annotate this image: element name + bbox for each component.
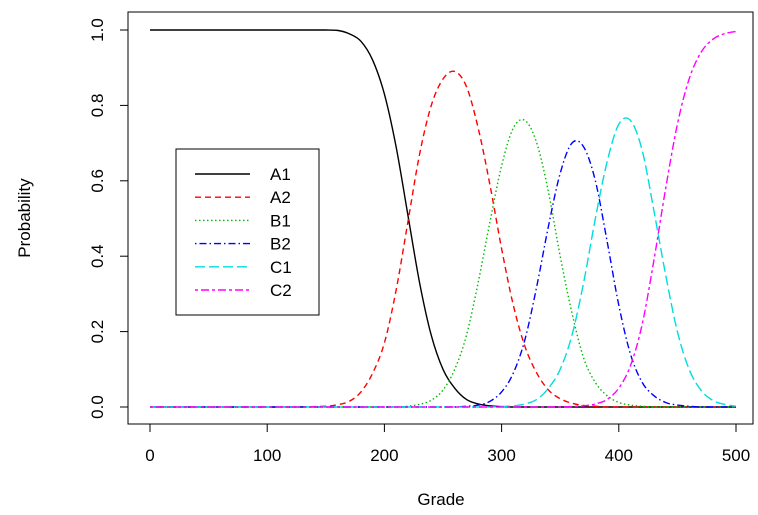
x-axis: 0 100 200 300 400 500 bbox=[145, 423, 750, 465]
x-tick-label: 300 bbox=[487, 446, 515, 465]
x-tick-label: 400 bbox=[605, 446, 633, 465]
x-tick-label: 200 bbox=[370, 446, 398, 465]
series-line-c2 bbox=[149, 30, 737, 408]
legend-label-c2: C2 bbox=[270, 281, 292, 300]
series-line-a2 bbox=[149, 70, 736, 408]
legend-label-c1: C1 bbox=[270, 258, 292, 277]
y-tick-label: 0.2 bbox=[88, 320, 107, 344]
series-layer bbox=[149, 29, 737, 408]
x-tick-label: 0 bbox=[145, 446, 154, 465]
legend: A1 A2 B1 B2 C1 C2 bbox=[175, 148, 320, 316]
y-tick-label: 0.4 bbox=[88, 244, 107, 268]
x-axis-label: Grade bbox=[417, 490, 464, 509]
y-tick-label: 0.0 bbox=[88, 395, 107, 419]
legend-label-a2: A2 bbox=[270, 188, 291, 207]
x-tick-label: 500 bbox=[722, 446, 750, 465]
series-line-b2 bbox=[149, 140, 736, 408]
y-axis-label: Probability bbox=[15, 178, 34, 258]
y-axis: 0.0 0.2 0.4 0.6 0.8 1.0 bbox=[88, 18, 129, 419]
x-tick-label: 100 bbox=[253, 446, 281, 465]
legend-label-a1: A1 bbox=[270, 165, 291, 184]
y-tick-label: 0.6 bbox=[88, 169, 107, 193]
legend-label-b1: B1 bbox=[270, 211, 291, 230]
y-tick-label: 1.0 bbox=[88, 18, 107, 42]
legend-label-b2: B2 bbox=[270, 235, 291, 254]
legend-box bbox=[175, 148, 320, 316]
y-tick-label: 0.8 bbox=[88, 94, 107, 118]
